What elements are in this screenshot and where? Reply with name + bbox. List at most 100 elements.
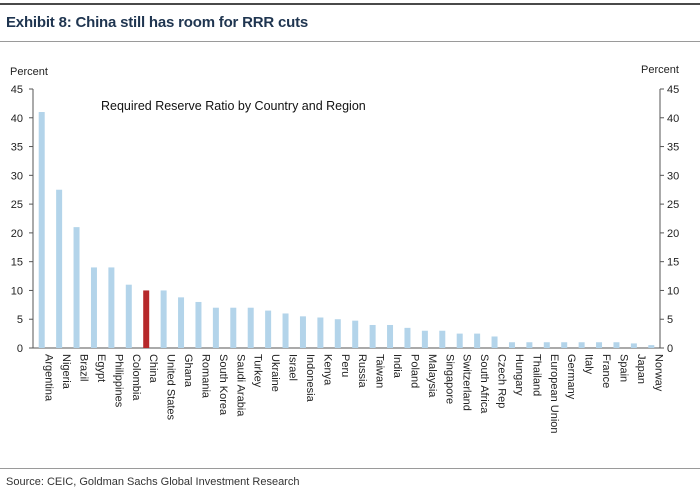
x-tick-label-kenya: Kenya <box>321 354 333 386</box>
x-tick-label-russia: Russia <box>356 354 368 389</box>
bar-indonesia <box>299 316 306 348</box>
bar-czech-rep <box>491 336 498 348</box>
x-tick-label-ghana: Ghana <box>182 354 194 388</box>
right-axis-unit-label: Percent <box>641 64 679 76</box>
x-tick-label-malaysia: Malaysia <box>426 354 438 398</box>
bar-colombia <box>125 284 132 348</box>
bar-hungary <box>508 342 515 348</box>
bar-thailand <box>526 342 533 348</box>
left-y-tick-label: 20 <box>11 228 23 240</box>
x-tick-label-thailand: Thailand <box>530 354 542 396</box>
x-tick-label-indonesia: Indonesia <box>304 354 316 403</box>
x-tick-label-egypt: Egypt <box>95 354 107 382</box>
x-tick-label-hungary: Hungary <box>513 354 525 396</box>
bar-european-union <box>543 342 550 348</box>
x-tick-label-india: India <box>391 354 403 379</box>
bottom-rule <box>0 468 700 469</box>
x-tick-label-czech-rep: Czech Rep <box>496 354 508 408</box>
title-rule <box>0 41 700 42</box>
x-tick-label-france: France <box>600 354 612 388</box>
x-tick-label-norway: Norway <box>652 354 664 392</box>
x-tick-label-colombia: Colombia <box>130 354 142 401</box>
bar-ukraine <box>265 310 272 348</box>
right-y-tick-label: 45 <box>667 84 679 96</box>
left-y-tick-label: 35 <box>11 142 23 154</box>
left-y-tick-label: 40 <box>11 113 23 125</box>
x-tick-label-israel: Israel <box>287 354 299 381</box>
right-y-tick-label: 20 <box>667 228 679 240</box>
left-y-tick-label: 25 <box>11 199 23 211</box>
right-y-tick-label: 40 <box>667 113 679 125</box>
x-tick-label-south-korea: South Korea <box>217 354 229 416</box>
bar-egypt <box>90 267 97 348</box>
bar-china <box>143 290 150 348</box>
x-tick-label-taiwan: Taiwan <box>374 354 386 388</box>
right-y-tick-label: 35 <box>667 142 679 154</box>
x-tick-label-turkey: Turkey <box>252 354 264 388</box>
left-y-tick-label: 45 <box>11 84 23 96</box>
left-y-tick-label: 10 <box>11 285 23 297</box>
bar-japan <box>630 343 637 348</box>
bar-poland <box>404 327 411 348</box>
x-tick-label-china: China <box>147 354 159 384</box>
bar-brazil <box>73 227 80 348</box>
bar-france <box>596 342 603 348</box>
bar-peru <box>334 319 341 348</box>
x-tick-label-italy: Italy <box>583 354 595 375</box>
x-tick-label-nigeria: Nigeria <box>60 354 72 390</box>
x-tick-label-romania: Romania <box>199 354 211 399</box>
bar-ghana <box>178 297 185 348</box>
exhibit-title: Exhibit 8: China still has room for RRR … <box>6 14 309 31</box>
top-rule <box>0 3 700 5</box>
x-tick-label-switzerland: Switzerland <box>461 354 473 411</box>
left-y-tick-label: 5 <box>17 314 23 326</box>
x-tick-label-european-union: European Union <box>548 354 560 434</box>
bar-israel <box>282 313 289 348</box>
x-tick-label-poland: Poland <box>408 354 420 388</box>
x-tick-label-south-africa: South Africa <box>478 354 490 414</box>
right-y-tick-label: 0 <box>667 343 673 355</box>
bar-malaysia <box>421 330 428 348</box>
bar-philippines <box>108 267 115 348</box>
bar-romania <box>195 301 202 348</box>
bar-kenya <box>317 317 324 348</box>
chart-title: Required Reserve Ratio by Country and Re… <box>101 99 366 113</box>
bar-spain <box>613 342 620 348</box>
x-tick-label-japan: Japan <box>635 354 647 384</box>
x-tick-label-brazil: Brazil <box>78 354 90 382</box>
x-tick-label-argentina: Argentina <box>43 354 55 402</box>
left-y-tick-label: 30 <box>11 170 23 182</box>
right-y-tick-label: 25 <box>667 199 679 211</box>
bar-norway <box>648 345 655 348</box>
bar-argentina <box>38 112 45 349</box>
bar-turkey <box>247 307 254 348</box>
left-y-tick-label: 0 <box>17 343 23 355</box>
x-tick-label-spain: Spain <box>617 354 629 382</box>
source-note: Source: CEIC, Goldman Sachs Global Inves… <box>6 476 300 488</box>
rrr-bar-chart: 0 0 5 5 10 10 15 15 20 20 25 25 30 30 35 35 40 40 45 45 Arg… <box>10 64 679 434</box>
x-tick-label-ukraine: Ukraine <box>269 354 281 392</box>
bar-switzerland <box>456 333 463 348</box>
x-tick-label-singapore: Singapore <box>443 354 455 404</box>
x-tick-label-philippines: Philippines <box>112 354 124 408</box>
right-y-tick-label: 30 <box>667 170 679 182</box>
right-y-tick-label: 15 <box>667 257 679 269</box>
left-y-tick-label: 15 <box>11 257 23 269</box>
x-tick-label-germany: Germany <box>565 354 577 400</box>
left-axis-unit-label: Percent <box>10 66 48 78</box>
bar-singapore <box>439 330 446 348</box>
x-tick-label-peru: Peru <box>339 354 351 377</box>
bar-germany <box>561 342 568 348</box>
x-tick-label-saudi-arabia: Saudi Arabia <box>234 354 246 417</box>
x-tick-label-united-states: United States <box>165 354 177 421</box>
right-y-tick-label: 5 <box>667 314 673 326</box>
bar-russia <box>352 320 359 348</box>
bar-south-africa <box>474 333 481 348</box>
bar-saudi-arabia <box>230 307 237 348</box>
bar-india <box>387 324 394 348</box>
bar-united-states <box>160 290 167 348</box>
bar-nigeria <box>56 189 63 348</box>
right-y-tick-label: 10 <box>667 285 679 297</box>
bar-italy <box>578 342 585 348</box>
bar-south-korea <box>212 307 219 348</box>
